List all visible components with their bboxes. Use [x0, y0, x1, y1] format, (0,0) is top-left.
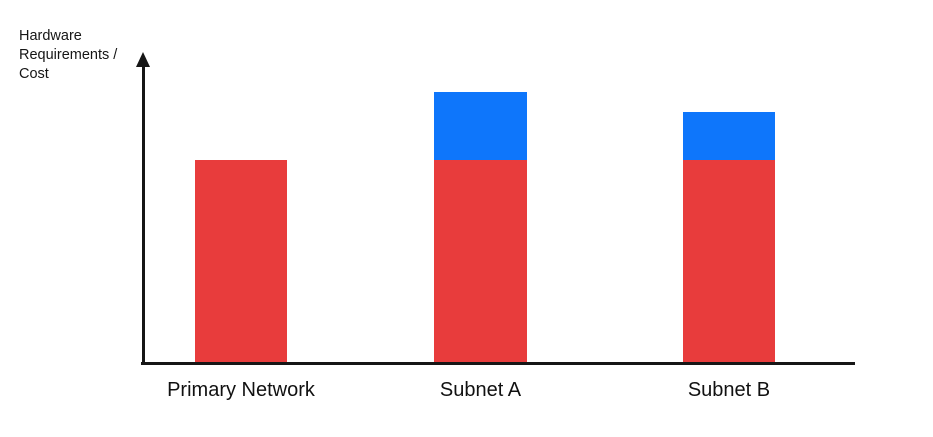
- bar-primary-network: [195, 160, 287, 362]
- category-label-subnet-b: Subnet B: [687, 379, 771, 401]
- bar-subnet-a: [434, 92, 527, 362]
- y-axis-arrow-icon: [136, 52, 150, 67]
- category-label-subnet-a: Subnet A: [439, 379, 522, 401]
- bar-subnet-b: [683, 112, 775, 362]
- bar-segment-additional-subnet-cost-subnet-a: [434, 92, 527, 160]
- bar-segment-base-hardware-cost-primary-network: [195, 160, 287, 362]
- category-label-primary-network: Primary Network: [167, 379, 315, 401]
- bar-segment-base-hardware-cost-subnet-b: [683, 160, 775, 362]
- bar-segment-additional-subnet-cost-subnet-b: [683, 112, 775, 160]
- bar-segment-base-hardware-cost-subnet-a: [434, 160, 527, 362]
- x-axis-line: [141, 362, 855, 365]
- y-axis-line: [142, 64, 145, 364]
- y-axis-label: Hardware Requirements / Cost: [19, 28, 118, 82]
